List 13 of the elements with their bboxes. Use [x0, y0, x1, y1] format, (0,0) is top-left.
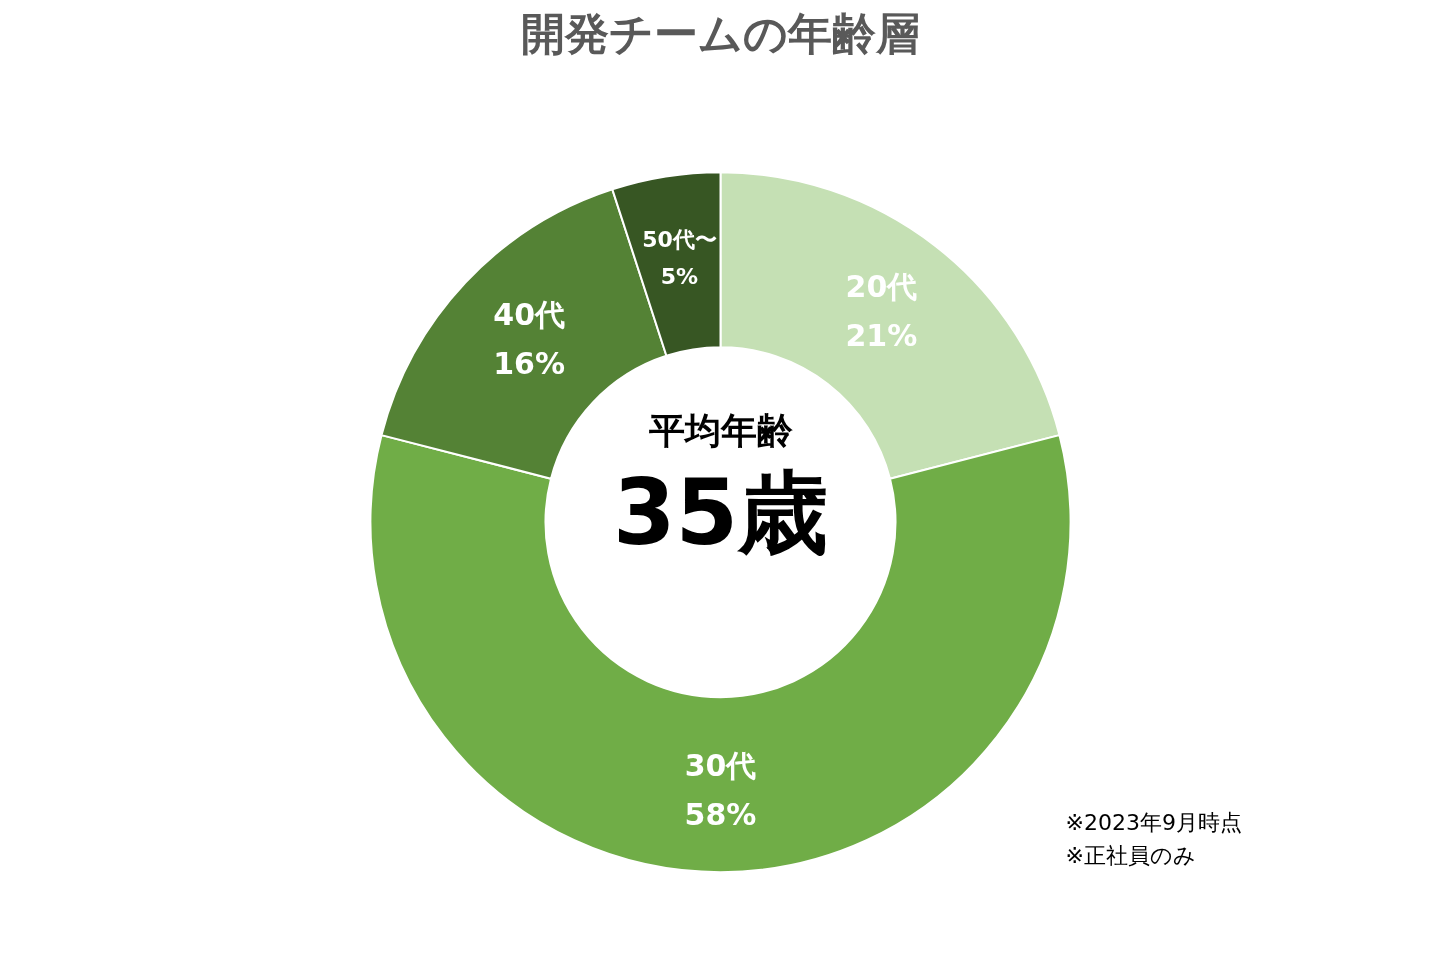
text: 平均年齢 [648, 409, 793, 451]
text: ※2023年9月時点 [1065, 810, 1242, 836]
slice-label: 30代 [684, 747, 757, 783]
text: 35歳 [612, 459, 829, 565]
text: ※正社員のみ [1065, 843, 1196, 869]
slice-label: 40代 [493, 297, 566, 333]
data-label: 58% [684, 796, 757, 832]
slice-label: 50代〜 [642, 227, 717, 253]
data-label: 16% [493, 345, 566, 381]
data-label: 21% [845, 317, 918, 353]
slice-label: 20代 [845, 268, 918, 304]
chart-title: 開発チームの年齢層 [521, 7, 920, 59]
data-label: 5% [660, 263, 699, 289]
